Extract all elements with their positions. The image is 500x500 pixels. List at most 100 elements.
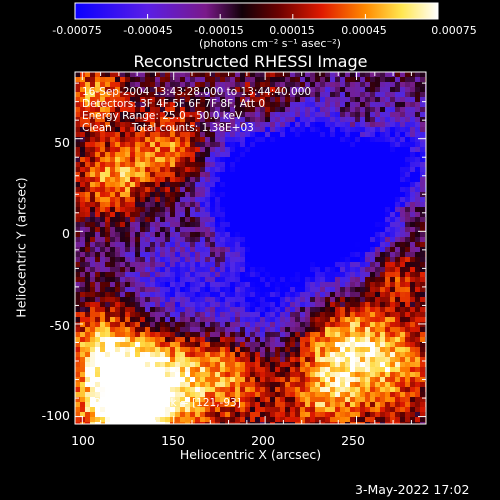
- heatmap-cell: [360, 332, 366, 338]
- heatmap-cell: [345, 312, 351, 318]
- heatmap-cell: [215, 107, 221, 113]
- heatmap-cell: [190, 247, 196, 253]
- heatmap-cell: [365, 287, 371, 293]
- heatmap-cell: [415, 157, 421, 163]
- heatmap-cell: [365, 212, 371, 218]
- heatmap-cell: [200, 227, 206, 233]
- heatmap-cell: [110, 382, 116, 388]
- heatmap-cell: [160, 412, 166, 418]
- heatmap-cell: [330, 407, 336, 413]
- heatmap-cell: [280, 287, 286, 293]
- heatmap-cell: [300, 117, 306, 123]
- heatmap-cell: [240, 232, 246, 238]
- heatmap-cell: [415, 142, 421, 148]
- heatmap-cell: [135, 352, 141, 358]
- heatmap-cell: [175, 332, 181, 338]
- heatmap-cell: [380, 277, 386, 283]
- heatmap-cell: [90, 417, 96, 423]
- heatmap-cell: [120, 377, 126, 383]
- heatmap-cell: [220, 417, 226, 423]
- heatmap-cell: [270, 422, 276, 424]
- heatmap-cell: [190, 147, 196, 153]
- heatmap-cell: [325, 87, 331, 93]
- heatmap-cell: [210, 122, 216, 128]
- heatmap-cell: [380, 247, 386, 253]
- heatmap-cell: [100, 257, 106, 263]
- heatmap-cell: [260, 327, 266, 333]
- heatmap-cell: [370, 372, 376, 378]
- heatmap-cell: [345, 382, 351, 388]
- heatmap-cell: [210, 187, 216, 193]
- heatmap-cell: [100, 272, 106, 278]
- heatmap-cell: [165, 92, 171, 98]
- heatmap-cell: [150, 327, 156, 333]
- heatmap-cell: [295, 362, 301, 368]
- heatmap-cell: [350, 257, 356, 263]
- heatmap-cell: [405, 77, 411, 83]
- heatmap-cell: [220, 177, 226, 183]
- heatmap-cell: [415, 212, 421, 218]
- heatmap-cell: [80, 247, 86, 253]
- heatmap-cell: [265, 117, 271, 123]
- heatmap-cell: [130, 367, 136, 373]
- heatmap-cell: [295, 162, 301, 168]
- heatmap-cell: [355, 92, 361, 98]
- heatmap-cell: [270, 262, 276, 268]
- heatmap-cell: [225, 127, 231, 133]
- heatmap-cell: [280, 247, 286, 253]
- heatmap-cell: [345, 127, 351, 133]
- heatmap-cell: [80, 397, 86, 403]
- heatmap-cell: [180, 317, 186, 323]
- heatmap-cell: [240, 277, 246, 283]
- heatmap-cell: [285, 352, 291, 358]
- heatmap-cell: [145, 87, 151, 93]
- heatmap-cell: [215, 297, 221, 303]
- heatmap-cell: [355, 257, 361, 263]
- heatmap-cell: [180, 407, 186, 413]
- heatmap-cell: [230, 207, 236, 213]
- heatmap-cell: [310, 192, 316, 198]
- heatmap-cell: [170, 387, 176, 393]
- heatmap-cell: [250, 82, 256, 88]
- heatmap-cell: [255, 327, 261, 333]
- heatmap-cell: [180, 272, 186, 278]
- heatmap-cell: [180, 97, 186, 103]
- heatmap-cell: [300, 192, 306, 198]
- heatmap-cell: [250, 272, 256, 278]
- heatmap-cell: [340, 242, 346, 248]
- heatmap-cell: [80, 377, 86, 383]
- heatmap-cell: [355, 152, 361, 158]
- heatmap-cell: [150, 282, 156, 288]
- heatmap-cell: [355, 327, 361, 333]
- heatmap-cell: [350, 192, 356, 198]
- heatmap-cell: [105, 292, 111, 298]
- heatmap-cell: [330, 272, 336, 278]
- heatmap-cell: [195, 157, 201, 163]
- heatmap-cell: [230, 112, 236, 118]
- heatmap-cell: [385, 377, 391, 383]
- heatmap-cell: [125, 422, 131, 424]
- heatmap-cell: [335, 407, 341, 413]
- heatmap-cell: [410, 392, 416, 398]
- heatmap-cell: [285, 242, 291, 248]
- heatmap-cell: [265, 127, 271, 133]
- heatmap-cell: [125, 382, 131, 388]
- heatmap-cell: [330, 372, 336, 378]
- heatmap-cell: [235, 267, 241, 273]
- heatmap-cell: [240, 267, 246, 273]
- heatmap-cell: [280, 192, 286, 198]
- heatmap-cell: [420, 362, 426, 368]
- heatmap-cell: [280, 72, 286, 78]
- heatmap-cell: [85, 232, 91, 238]
- heatmap-cell: [300, 232, 306, 238]
- heatmap-cell: [160, 247, 166, 253]
- heatmap-cell: [215, 382, 221, 388]
- heatmap-cell: [350, 402, 356, 408]
- heatmap-cell: [410, 252, 416, 258]
- heatmap-cell: [115, 157, 121, 163]
- heatmap-cell: [205, 312, 211, 318]
- heatmap-cell: [325, 202, 331, 208]
- heatmap-cell: [130, 382, 136, 388]
- heatmap-cell: [390, 97, 396, 103]
- heatmap-cell: [225, 122, 231, 128]
